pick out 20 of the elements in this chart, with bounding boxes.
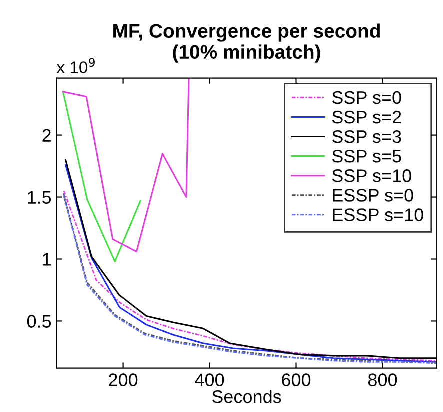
legend-label: SSP s=10 [332, 170, 412, 182]
legend-label: SSP s=3 [332, 130, 402, 144]
line-series [62, 78, 190, 253]
y-tick-label: 1.5 [28, 191, 52, 204]
legend-label: ESSP s=10 [333, 208, 424, 222]
text: x 10$^{9}$ [56, 58, 95, 74]
x-tick-label: 400 [195, 374, 224, 386]
x-tick-label: 200 [109, 374, 138, 386]
legend-label: SSP s=2 [332, 110, 402, 124]
y-tick-label: 0.5 [27, 315, 52, 328]
x-tick-label: 800 [368, 374, 398, 386]
x-axis-title: Seconds [212, 390, 282, 404]
legend-label: SSP s=5 [332, 150, 402, 163]
legend-label: SSP s=0 [332, 91, 402, 104]
legend-label: ESSP s=0 [333, 189, 414, 202]
y-tick-label: 1 [43, 253, 51, 266]
line-series [62, 91, 142, 262]
chart-title: MF, Convergence per second (10% minibatch) [114, 24, 380, 63]
x-tick-label: 600 [282, 374, 311, 386]
y-tick-label: 2 [42, 129, 51, 142]
